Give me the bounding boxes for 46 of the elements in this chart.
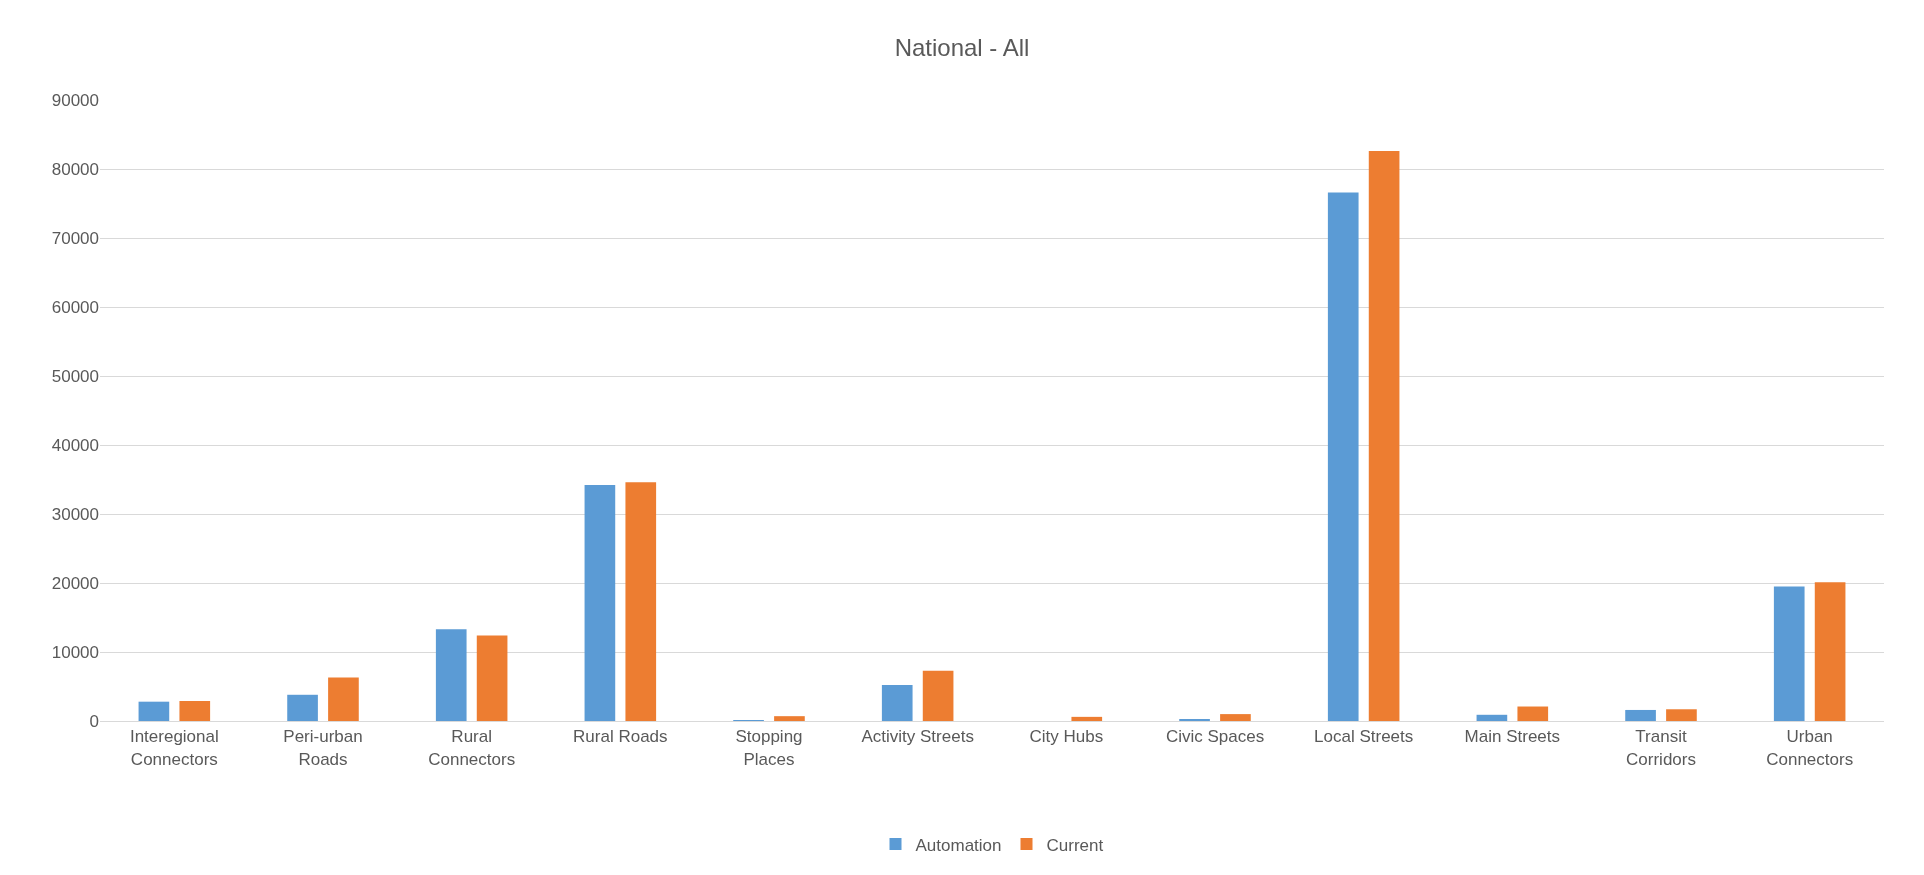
y-tick-label: 40000 [51, 435, 99, 455]
bar [774, 716, 805, 721]
bar [1327, 192, 1359, 721]
legend-label: Current [1046, 835, 1104, 855]
bar [1666, 709, 1697, 721]
bar [1814, 582, 1846, 721]
bar [179, 700, 211, 721]
y-tick-label: 30000 [51, 504, 99, 524]
bar [328, 677, 359, 721]
bar [881, 685, 913, 721]
bar [1625, 709, 1656, 721]
x-tick-label: Stopping Places [735, 727, 803, 769]
bar [1773, 586, 1805, 721]
y-tick-label: 90000 [51, 90, 99, 110]
bar [625, 482, 657, 721]
x-tick-label: Rural Roads [573, 727, 668, 747]
x-tick-label: Interegional Connectors [129, 727, 219, 769]
x-tick-label: Urban Connectors [1766, 727, 1854, 769]
x-tick-label: Local Streets [1314, 727, 1414, 747]
x-tick-label: Civic Spaces [1165, 727, 1265, 747]
y-tick-label: 70000 [51, 228, 99, 248]
y-tick-label: 0 [89, 711, 99, 731]
bar [1368, 151, 1400, 721]
chart-title: National - All [894, 34, 1030, 62]
x-tick-label: Activity Streets [861, 727, 974, 747]
bar [476, 635, 508, 721]
x-tick-label: Transit Corridors [1626, 727, 1696, 769]
y-tick-label: 20000 [51, 573, 99, 593]
y-tick-label: 10000 [51, 642, 99, 662]
bar [1476, 714, 1508, 721]
x-tick-label: Peri-urban Roads [283, 727, 363, 769]
bar [1071, 716, 1103, 721]
bar [138, 701, 170, 721]
bar [1517, 706, 1549, 721]
y-tick-label: 60000 [51, 297, 99, 317]
bar [435, 629, 467, 721]
y-tick-label: 50000 [51, 366, 99, 386]
y-tick-label: 80000 [51, 159, 99, 179]
x-tick-label: Main Streets [1464, 727, 1561, 747]
x-tick-label: City Hubs [1029, 727, 1104, 747]
x-tick-label: Rural Connectors [428, 727, 516, 769]
bar [922, 670, 954, 721]
bar [1220, 714, 1251, 721]
legend-label: Automation [915, 835, 1002, 855]
bar [584, 485, 616, 721]
bar [287, 694, 318, 721]
